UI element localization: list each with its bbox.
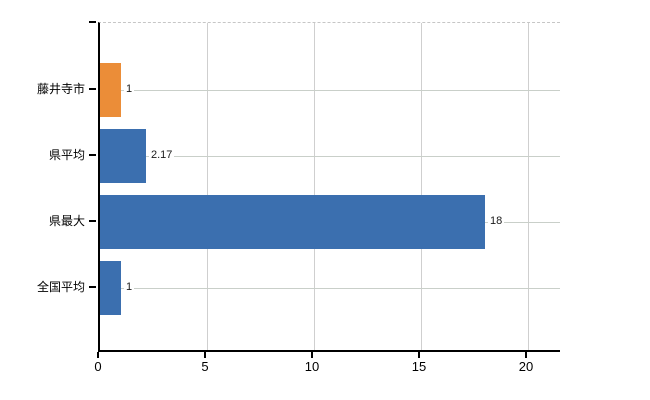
category-tick (89, 220, 96, 222)
category-label: 県平均 (48, 148, 85, 162)
category-label: 藤井寺市 (36, 82, 85, 96)
bar-3 (100, 195, 485, 249)
category-gridline (100, 156, 560, 157)
category-label: 県最大 (48, 214, 85, 228)
vertical-gridline (421, 23, 422, 350)
category-gridline (100, 90, 560, 91)
bar-2 (100, 129, 146, 183)
vertical-gridline (528, 23, 529, 350)
bar-1 (100, 63, 121, 117)
bar-value-label: 1 (124, 281, 135, 294)
x-axis-tick (525, 352, 527, 358)
category-label: 全国平均 (36, 280, 85, 294)
x-tick-label: 0 (94, 359, 102, 374)
x-tick-label: 5 (201, 359, 209, 374)
vertical-gridline (314, 23, 315, 350)
y-axis-top-tick (89, 21, 96, 23)
vertical-gridline (207, 23, 208, 350)
x-axis-tick (418, 352, 420, 358)
bar-value-label: 18 (488, 215, 505, 228)
x-tick-label: 15 (411, 359, 427, 374)
bar-value-label: 2.17 (149, 149, 175, 162)
bar-value-label: 1 (124, 83, 135, 96)
x-axis-tick (204, 352, 206, 358)
category-tick (89, 286, 96, 288)
x-axis-tick (311, 352, 313, 358)
bar-4 (100, 261, 121, 315)
category-gridline (100, 288, 560, 289)
plot-area: 1 2.17 18 1 (98, 22, 560, 352)
x-axis-tick (97, 352, 99, 358)
category-tick (89, 88, 96, 90)
category-tick (89, 154, 96, 156)
x-tick-label: 10 (304, 359, 320, 374)
x-tick-label: 20 (518, 359, 534, 374)
